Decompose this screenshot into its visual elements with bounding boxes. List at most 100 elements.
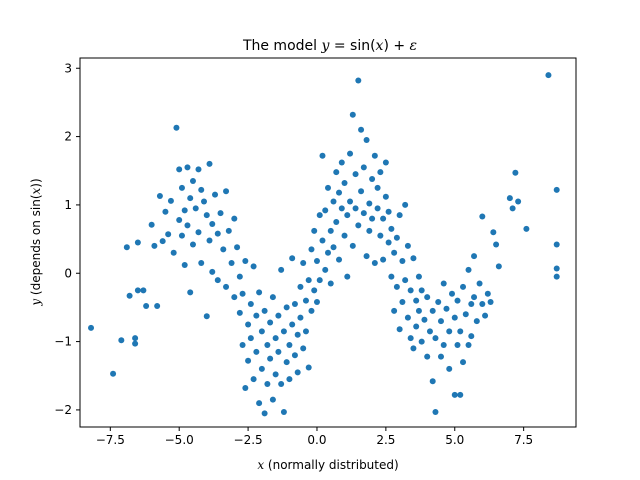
- data-point: [275, 312, 282, 319]
- data-point: [264, 342, 271, 348]
- data-point: [358, 126, 365, 133]
- data-point: [325, 249, 331, 256]
- data-point: [371, 260, 378, 266]
- data-point: [305, 277, 312, 284]
- x-tick-label: −7.5: [96, 433, 125, 447]
- data-point: [553, 241, 560, 248]
- data-point: [553, 265, 560, 272]
- data-point: [206, 237, 213, 244]
- data-point: [308, 246, 315, 253]
- data-point: [275, 348, 282, 355]
- data-point: [184, 222, 191, 229]
- data-point: [286, 342, 293, 348]
- data-point: [358, 188, 365, 195]
- data-point: [316, 212, 323, 219]
- data-point: [347, 150, 354, 157]
- data-point: [305, 364, 312, 371]
- data-point: [424, 294, 431, 301]
- data-point: [300, 260, 307, 266]
- data-point: [454, 297, 461, 304]
- data-point: [189, 178, 196, 184]
- data-point: [325, 184, 331, 191]
- data-point: [352, 205, 359, 212]
- data-point: [415, 307, 422, 314]
- data-point: [228, 260, 235, 266]
- data-point: [410, 255, 417, 262]
- data-point: [247, 335, 254, 342]
- data-point: [283, 304, 290, 311]
- data-point: [327, 227, 334, 234]
- data-point: [437, 318, 444, 325]
- data-point: [465, 342, 472, 348]
- data-point: [490, 229, 497, 236]
- data-point: [460, 359, 467, 366]
- data-point: [553, 273, 560, 280]
- data-point: [176, 166, 183, 173]
- data-point: [280, 408, 287, 415]
- data-point: [382, 159, 389, 166]
- data-point: [319, 237, 326, 244]
- x-axis-label-rest: (normally distributed): [264, 458, 399, 472]
- data-point: [123, 244, 130, 251]
- data-point: [253, 312, 260, 319]
- data-point: [258, 365, 265, 372]
- data-point: [181, 262, 188, 269]
- data-point: [308, 307, 315, 314]
- data-point: [154, 303, 161, 310]
- data-point: [512, 169, 519, 176]
- data-point: [223, 283, 230, 290]
- y-axis-label: y (depends on sin(x)): [29, 178, 43, 306]
- data-point: [360, 164, 367, 171]
- data-point: [291, 352, 298, 359]
- data-point: [495, 263, 502, 270]
- y-tick-label: 0: [64, 266, 72, 280]
- y-axis-label-close: )): [29, 178, 43, 187]
- data-point: [132, 335, 139, 342]
- data-point: [366, 227, 373, 234]
- data-point: [349, 111, 356, 118]
- data-point: [336, 256, 343, 263]
- data-point: [451, 314, 458, 321]
- data-point: [261, 410, 268, 417]
- data-point: [225, 227, 232, 234]
- data-point: [413, 297, 420, 304]
- data-point: [391, 249, 398, 256]
- data-point: [297, 314, 304, 321]
- data-point: [487, 298, 494, 305]
- data-point: [313, 298, 320, 305]
- data-point: [366, 200, 373, 207]
- data-point: [327, 280, 334, 287]
- data-point: [482, 312, 489, 319]
- data-point: [462, 311, 469, 318]
- data-point: [313, 257, 320, 264]
- data-point: [322, 207, 329, 214]
- x-tick-label: 2.5: [376, 433, 395, 447]
- data-point: [198, 186, 205, 193]
- title-math-eps: ε: [410, 38, 418, 54]
- data-point: [269, 396, 276, 403]
- data-point: [214, 230, 221, 237]
- data-point: [404, 314, 411, 321]
- data-point: [341, 232, 348, 239]
- data-point: [454, 342, 461, 348]
- data-point: [187, 289, 194, 296]
- data-point: [374, 205, 381, 212]
- data-point: [236, 273, 243, 280]
- title-math-x: x: [376, 38, 384, 54]
- data-point: [110, 370, 117, 377]
- data-point: [432, 408, 439, 415]
- data-point: [267, 355, 274, 362]
- data-point: [440, 280, 447, 287]
- data-point: [88, 324, 95, 331]
- data-point: [231, 215, 238, 222]
- data-point: [242, 385, 249, 392]
- data-point: [509, 205, 516, 212]
- data-point: [352, 171, 359, 178]
- data-point: [272, 371, 279, 378]
- data-point: [217, 210, 224, 217]
- data-point: [258, 328, 265, 335]
- data-point: [523, 225, 530, 232]
- data-point: [300, 345, 307, 352]
- data-point: [278, 266, 285, 273]
